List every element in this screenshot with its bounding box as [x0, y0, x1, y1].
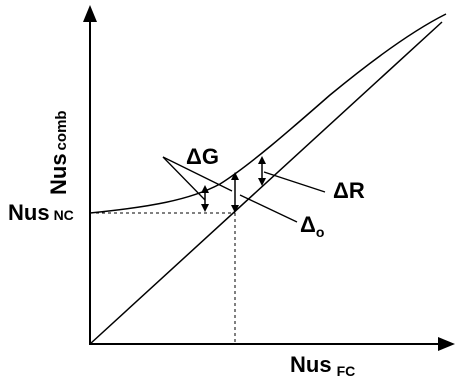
y-intercept-label-main: Nus — [8, 200, 50, 225]
x-axis-label: Nus FC — [290, 352, 355, 379]
y-axis-label-sub: comb — [53, 110, 70, 150]
y-axis-label-main: Nus — [46, 153, 71, 195]
delta-g-leader-1 — [162, 156, 206, 201]
delta-o-label-main: Δ — [300, 212, 316, 237]
y-axis-arrowhead — [83, 5, 97, 22]
y-axis-label: Nus comb — [46, 110, 71, 195]
y-intercept-label-sub: NC — [54, 207, 74, 223]
x-axis-label-sub: FC — [337, 363, 356, 379]
combined-curve — [89, 13, 447, 214]
delta-g-leader-2 — [162, 156, 233, 192]
delta-o-label-sub: o — [316, 224, 325, 240]
delta-o-label: Δo — [300, 212, 324, 240]
x-axis-label-main: Nus — [290, 352, 332, 377]
forced-convection-line — [89, 21, 443, 345]
delta-o-leader — [239, 194, 298, 223]
delta-r-label: ΔR — [333, 178, 365, 203]
x-axis-arrowhead — [438, 337, 455, 351]
delta-g-label: ΔG — [186, 144, 219, 169]
y-intercept-label: Nus NC — [8, 200, 74, 225]
delta-r-leader — [263, 171, 326, 193]
